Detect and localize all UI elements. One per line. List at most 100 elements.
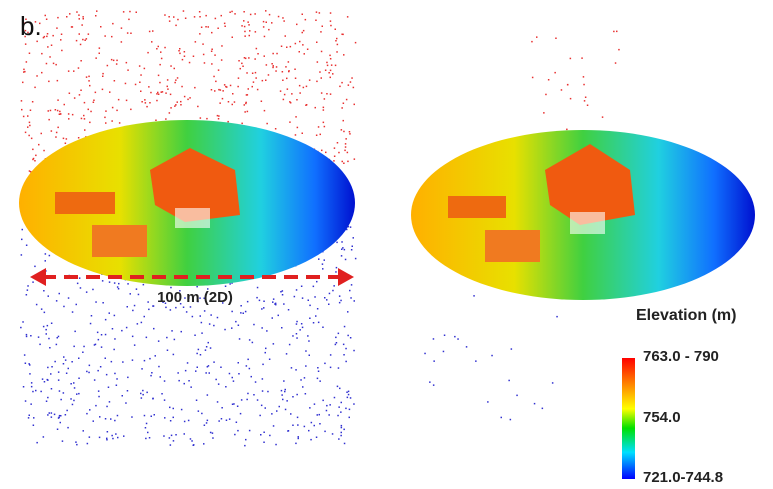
- point: [294, 296, 296, 298]
- point: [31, 386, 33, 388]
- point: [119, 122, 121, 124]
- point: [175, 25, 177, 27]
- point: [231, 11, 233, 13]
- point: [74, 387, 76, 389]
- point: [147, 52, 149, 54]
- point: [164, 417, 166, 419]
- point: [139, 82, 141, 84]
- point: [351, 77, 353, 79]
- point: [226, 420, 228, 422]
- point: [51, 130, 53, 132]
- point: [200, 354, 202, 356]
- point: [337, 415, 339, 417]
- point: [116, 63, 118, 65]
- point: [154, 414, 156, 416]
- point: [132, 336, 134, 338]
- point: [80, 60, 82, 62]
- point: [102, 76, 104, 78]
- point: [230, 85, 232, 87]
- point: [93, 420, 95, 422]
- point: [34, 266, 36, 268]
- point: [351, 284, 353, 286]
- point: [247, 301, 249, 303]
- point: [343, 120, 345, 122]
- point: [262, 378, 264, 380]
- point: [265, 407, 267, 409]
- point: [169, 112, 171, 114]
- point: [260, 434, 262, 436]
- point: [173, 440, 175, 442]
- point: [207, 366, 209, 368]
- point: [66, 16, 68, 18]
- point: [306, 86, 308, 88]
- point: [239, 338, 241, 340]
- point: [162, 91, 164, 93]
- point: [95, 92, 97, 94]
- point: [31, 382, 33, 384]
- point: [269, 14, 271, 16]
- point: [276, 53, 278, 55]
- point: [152, 398, 154, 400]
- point: [218, 118, 220, 120]
- point: [322, 26, 324, 28]
- point: [20, 327, 22, 329]
- point: [28, 135, 30, 137]
- point: [84, 129, 86, 131]
- point: [148, 86, 150, 88]
- point: [340, 435, 342, 437]
- point: [203, 54, 205, 56]
- point: [34, 160, 36, 162]
- point: [253, 81, 255, 83]
- point: [337, 142, 339, 144]
- point: [335, 40, 337, 42]
- point: [114, 80, 116, 82]
- point: [67, 427, 69, 429]
- point: [244, 111, 246, 113]
- point: [56, 27, 58, 29]
- point: [191, 440, 193, 442]
- point: [147, 432, 149, 434]
- point: [96, 10, 98, 12]
- point: [296, 337, 298, 339]
- point: [222, 90, 224, 92]
- point: [111, 435, 113, 437]
- point: [127, 69, 129, 71]
- point: [536, 36, 538, 38]
- point: [102, 89, 104, 91]
- point: [345, 348, 347, 350]
- point: [136, 12, 138, 14]
- point: [196, 286, 198, 288]
- point: [326, 62, 328, 64]
- point: [338, 152, 340, 154]
- point: [141, 397, 143, 399]
- point: [63, 363, 64, 365]
- point: [305, 105, 307, 107]
- point: [295, 134, 297, 136]
- point: [21, 239, 23, 241]
- point: [195, 370, 197, 372]
- point: [141, 368, 143, 370]
- point: [199, 33, 201, 35]
- point: [323, 109, 325, 111]
- point: [344, 249, 346, 251]
- point: [174, 82, 176, 84]
- point: [64, 104, 66, 106]
- point: [84, 40, 86, 42]
- building: [55, 192, 115, 214]
- point: [181, 409, 183, 411]
- point: [281, 327, 283, 329]
- point: [266, 123, 268, 125]
- point: [337, 44, 339, 46]
- point: [143, 284, 145, 286]
- point: [104, 117, 106, 119]
- point: [63, 138, 64, 140]
- point: [72, 311, 74, 313]
- point: [292, 335, 294, 337]
- point: [45, 329, 47, 331]
- point: [163, 435, 165, 437]
- point: [254, 13, 256, 15]
- point: [284, 94, 286, 96]
- point: [240, 305, 242, 307]
- point: [315, 107, 317, 109]
- point: [272, 67, 274, 69]
